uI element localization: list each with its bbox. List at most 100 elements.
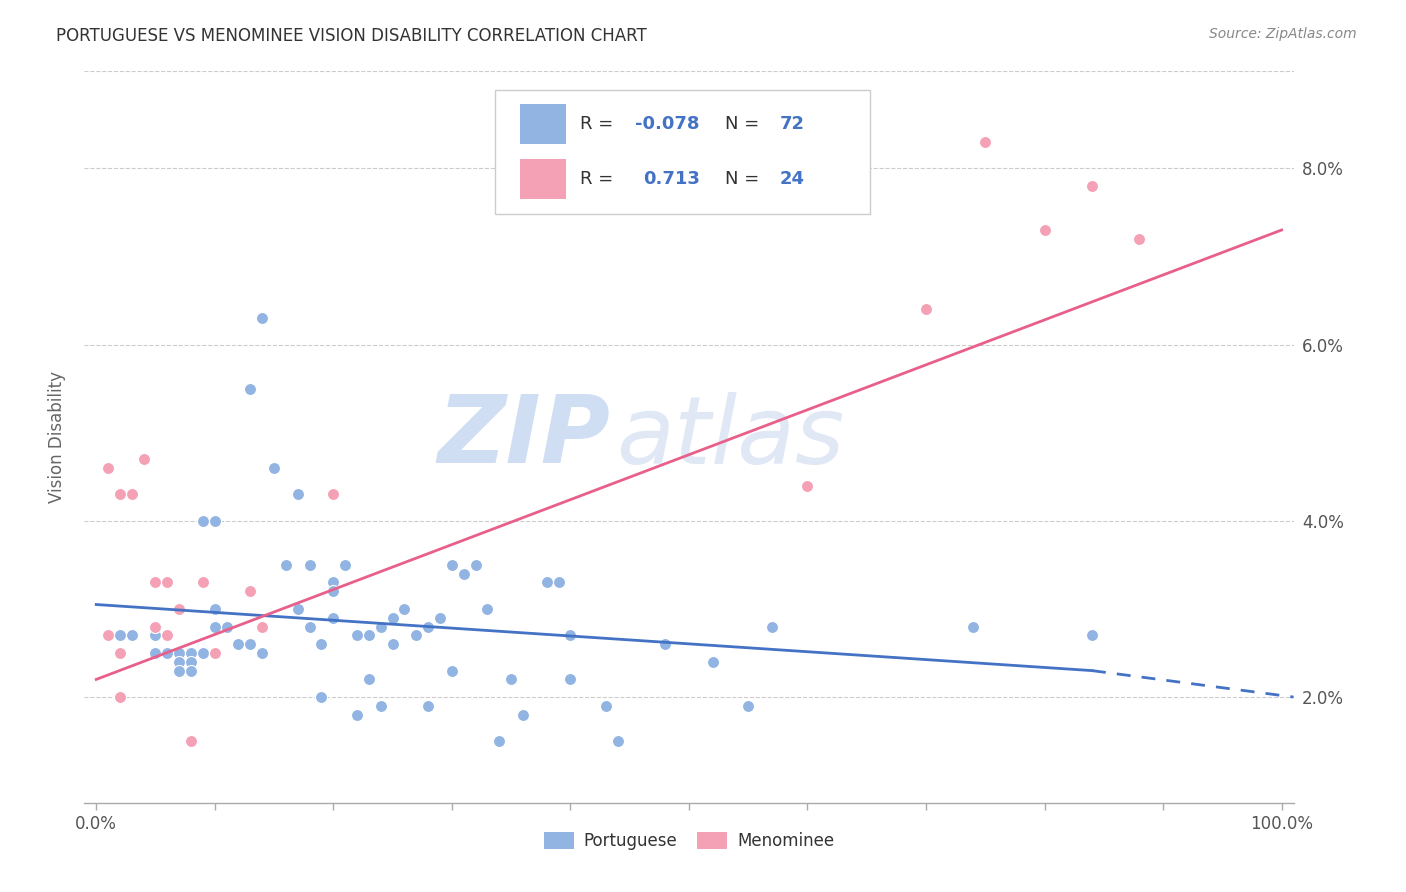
Point — [381, 611, 404, 625]
Point — [381, 637, 404, 651]
Point — [287, 602, 309, 616]
Point — [156, 646, 179, 660]
Point — [595, 698, 617, 713]
Point — [1033, 223, 1056, 237]
Point — [974, 135, 997, 149]
Point — [263, 461, 285, 475]
Point — [167, 602, 190, 616]
Point — [962, 619, 984, 633]
Point — [536, 575, 558, 590]
Point — [287, 487, 309, 501]
Point — [357, 628, 380, 642]
Point — [418, 698, 440, 713]
Point — [156, 628, 179, 642]
Point — [145, 619, 167, 633]
Point — [274, 558, 297, 572]
FancyBboxPatch shape — [495, 90, 870, 214]
Point — [322, 575, 344, 590]
Point — [108, 628, 131, 642]
Point — [512, 707, 534, 722]
Point — [464, 558, 486, 572]
Text: Source: ZipAtlas.com: Source: ZipAtlas.com — [1209, 27, 1357, 41]
Point — [1128, 232, 1150, 246]
Point — [132, 452, 155, 467]
Point — [560, 628, 582, 642]
Point — [418, 619, 440, 633]
Point — [606, 734, 628, 748]
Point — [121, 487, 143, 501]
Bar — [520, 159, 565, 199]
Point — [108, 487, 131, 501]
Point — [298, 558, 321, 572]
Point — [796, 478, 818, 492]
Point — [180, 734, 202, 748]
Point — [405, 628, 427, 642]
Point — [250, 646, 273, 660]
Point — [215, 619, 238, 633]
Point — [156, 575, 179, 590]
Bar — [520, 103, 565, 145]
Point — [250, 311, 273, 326]
Point — [191, 646, 214, 660]
Point — [204, 602, 226, 616]
Text: 24: 24 — [780, 169, 804, 188]
Point — [453, 566, 475, 581]
Point — [394, 602, 416, 616]
Point — [239, 637, 262, 651]
Point — [346, 628, 368, 642]
Point — [357, 673, 380, 687]
Point — [167, 655, 190, 669]
Point — [204, 619, 226, 633]
Point — [322, 584, 344, 599]
Text: -0.078: -0.078 — [634, 115, 699, 133]
Point — [180, 646, 202, 660]
Point — [298, 619, 321, 633]
Point — [311, 637, 333, 651]
Point — [156, 628, 179, 642]
Text: PORTUGUESE VS MENOMINEE VISION DISABILITY CORRELATION CHART: PORTUGUESE VS MENOMINEE VISION DISABILIT… — [56, 27, 647, 45]
Point — [228, 637, 250, 651]
Text: N =: N = — [725, 169, 765, 188]
Point — [346, 628, 368, 642]
Point — [191, 514, 214, 528]
Point — [1081, 178, 1104, 193]
Point — [477, 602, 499, 616]
Point — [250, 646, 273, 660]
Point — [501, 673, 523, 687]
Text: R =: R = — [581, 115, 619, 133]
Point — [915, 302, 938, 317]
Point — [191, 575, 214, 590]
Point — [440, 664, 463, 678]
Point — [737, 698, 759, 713]
Point — [488, 734, 510, 748]
Text: R =: R = — [581, 169, 624, 188]
Point — [145, 628, 167, 642]
Point — [702, 655, 724, 669]
Point — [346, 707, 368, 722]
Point — [180, 655, 202, 669]
Point — [429, 611, 451, 625]
Text: 0.713: 0.713 — [643, 169, 700, 188]
Point — [274, 558, 297, 572]
Point — [440, 558, 463, 572]
Point — [108, 690, 131, 704]
Point — [370, 698, 392, 713]
Text: 72: 72 — [780, 115, 804, 133]
Text: atlas: atlas — [616, 392, 845, 483]
Point — [761, 619, 783, 633]
Point — [204, 646, 226, 660]
Point — [167, 664, 190, 678]
Point — [167, 646, 190, 660]
Point — [547, 575, 569, 590]
Point — [121, 628, 143, 642]
Point — [250, 619, 273, 633]
Point — [97, 628, 120, 642]
Point — [204, 514, 226, 528]
Text: N =: N = — [725, 115, 765, 133]
Point — [97, 461, 120, 475]
Point — [322, 611, 344, 625]
Point — [239, 584, 262, 599]
Point — [370, 619, 392, 633]
Point — [145, 646, 167, 660]
Y-axis label: Vision Disability: Vision Disability — [48, 371, 66, 503]
